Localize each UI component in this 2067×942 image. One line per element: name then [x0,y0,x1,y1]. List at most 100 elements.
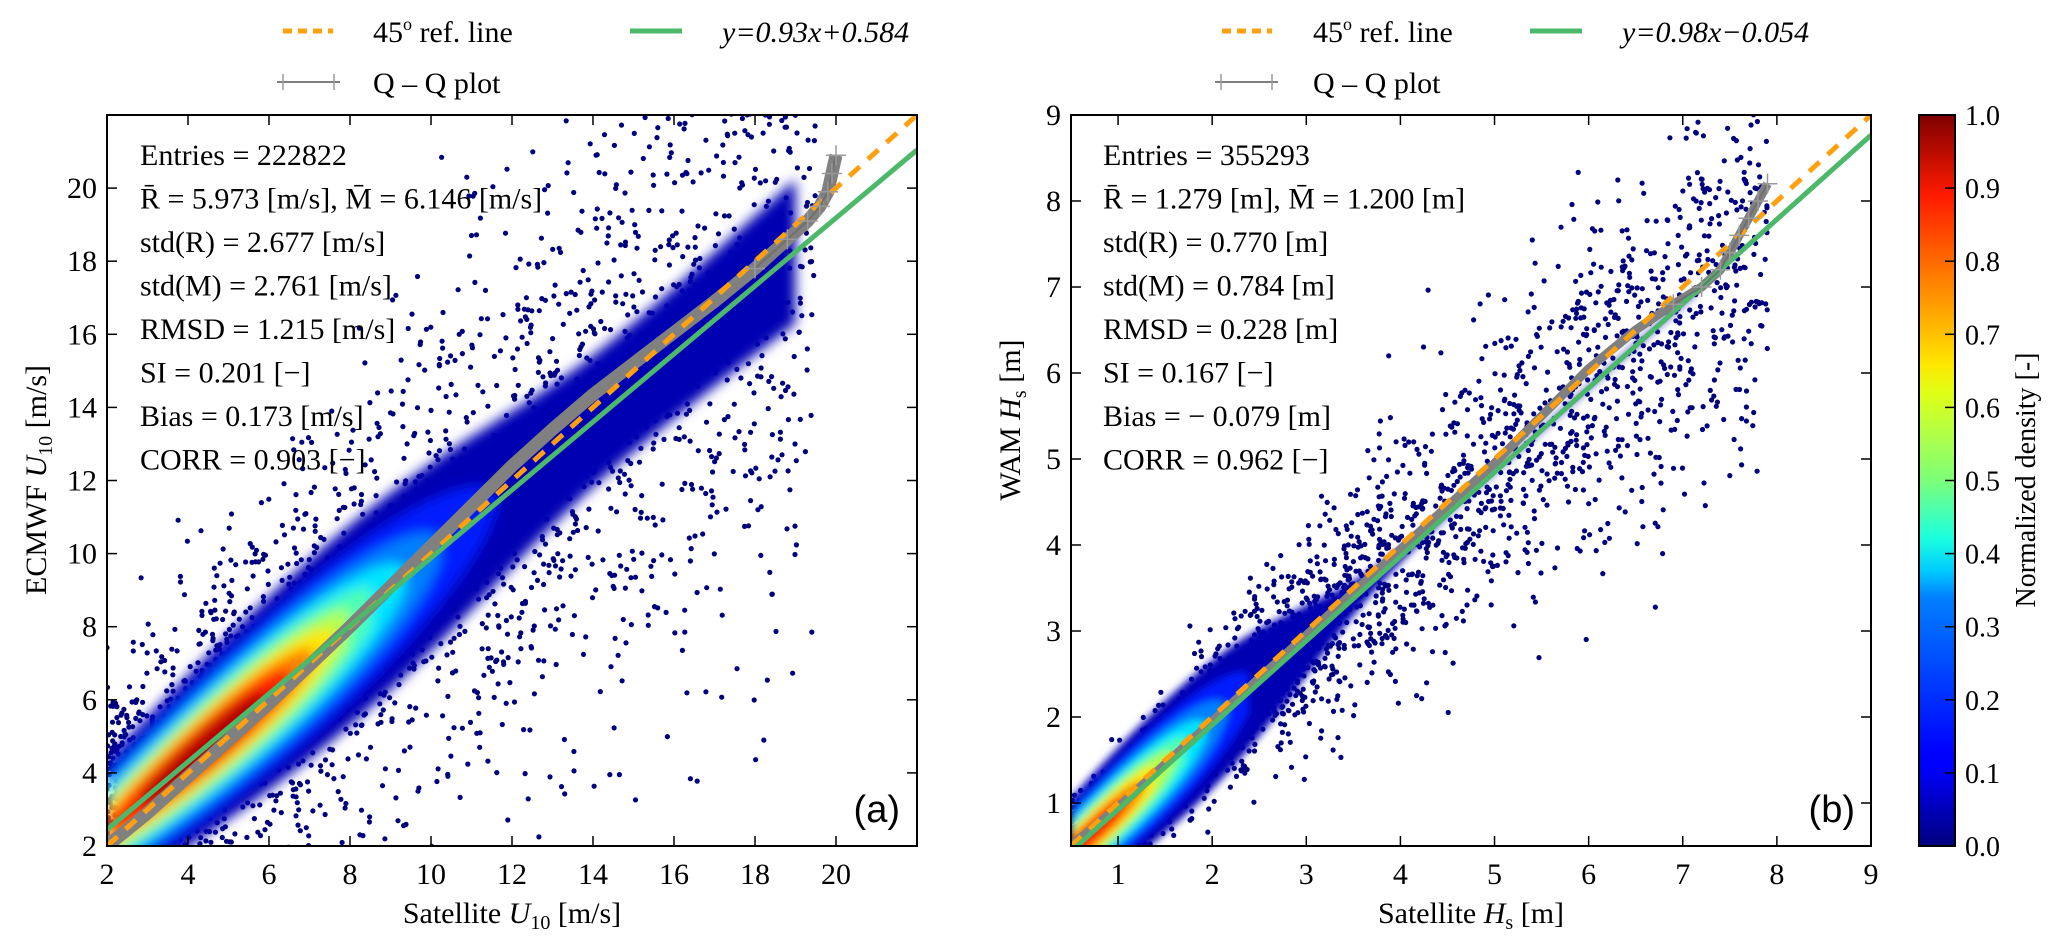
scatter-point [687,558,694,564]
scatter-point [654,135,660,141]
scatter-point [710,469,716,475]
scatter-point [120,850,125,855]
scatter-point [376,424,382,431]
scatter-point [1753,186,1760,192]
scatter-point [226,626,232,633]
scatter-point [1525,560,1531,567]
scatter-point [1387,500,1393,506]
scatter-point [1489,563,1496,570]
scatter-point [1158,689,1164,695]
scatter-point [251,816,257,822]
scatter-point [682,607,688,613]
scatter-point [1251,748,1258,754]
scatter-point [428,407,434,413]
scatter-point [761,737,767,743]
scatter-point [217,560,223,566]
scatter-point [589,288,595,294]
scatter-point [562,791,568,797]
scatter-point [1349,520,1355,526]
scatter-point [397,881,402,886]
scatter-point [1503,411,1509,417]
scatter-point [375,721,381,727]
scatter-point [1460,460,1466,466]
scatter-point [1264,561,1270,568]
scatter-point [202,629,208,635]
scatter-point [1488,578,1494,584]
scatter-point [592,297,598,303]
scatter-point [1539,468,1545,474]
scatter-point [1733,268,1739,274]
scatter-point [1206,806,1212,812]
scatter-point [1077,856,1082,861]
scatter-point [377,875,382,880]
scatter-point [698,485,705,491]
scatter-point [1093,861,1098,866]
scatter-point [462,628,468,635]
scatter-point [1393,583,1399,589]
scatter-point [1080,863,1085,868]
scatter-point [448,353,454,359]
scatter-point [1626,270,1632,276]
scatter-point [1743,418,1749,424]
scatter-point [536,834,542,840]
scatter-point [1311,667,1317,673]
scatter-point [806,165,813,172]
scatter-point [1393,571,1399,577]
scatter-point [1492,506,1498,512]
scatter-point [336,491,342,497]
scatter-point [1677,314,1683,320]
scatter-point [747,381,753,387]
scatter-point [1652,604,1658,610]
scatter-point [1679,244,1685,250]
scatter-point [703,689,709,695]
scatter-point [345,756,351,762]
scatter-point [1716,213,1722,219]
scatter-point [652,522,658,528]
scatter-point [1612,376,1618,383]
scatter-point [265,581,271,588]
scatter-point [558,566,564,572]
scatter-point [1675,387,1681,393]
scatter-point [542,187,548,193]
scatter-point [1595,344,1601,350]
scatter-point [1730,339,1736,345]
scatter-point [773,628,779,635]
scatter-point [445,693,451,700]
scatter-point [1560,318,1566,324]
scatter-point [1653,454,1659,460]
scatter-point [382,766,388,772]
scatter-point [140,712,146,718]
scatter-point [1741,308,1747,314]
scatter-point [118,733,124,740]
scatter-point [1252,594,1258,600]
scatter-point [500,312,506,318]
scatter-point [782,387,789,394]
scatter-point [463,415,469,421]
scatter-point [1403,619,1409,626]
scatter-point [706,167,712,173]
scatter-point [445,771,451,778]
scatter-point [1355,643,1362,649]
scatter-point [1731,436,1737,443]
scatter-point [572,521,579,527]
scatter-point [1325,698,1331,704]
scatter-point [139,860,144,865]
scatter-point [1449,424,1455,430]
scatter-point [628,575,634,581]
scatter-point [1738,154,1744,160]
scatter-point [1637,366,1643,372]
scatter-point [639,289,646,295]
scatter-point [1748,341,1754,347]
scatter-point [1483,505,1489,511]
scatter-point [607,570,613,577]
scatter-point [628,460,634,467]
scatter-point [1069,878,1074,883]
scatter-point [427,437,433,444]
scatter-point [1576,361,1582,367]
scatter-point [1476,378,1482,384]
scatter-point [518,646,524,652]
scatter-point [1233,773,1240,780]
scatter-point [624,566,630,572]
scatter-point [1157,848,1162,853]
scatter-point [1117,737,1123,743]
